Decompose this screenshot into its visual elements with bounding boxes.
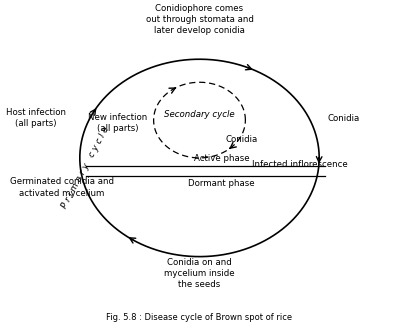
Text: Dormant phase: Dormant phase (188, 179, 255, 188)
Text: P r i m a r y   c y c l e: P r i m a r y c y c l e (60, 125, 111, 210)
Text: Secondary cycle: Secondary cycle (164, 110, 235, 119)
Text: Germinated conidia and
activated mycelium: Germinated conidia and activated myceliu… (10, 177, 114, 198)
Text: Conidiophore comes
out through stomata and
later develop conidia: Conidiophore comes out through stomata a… (146, 4, 253, 35)
Text: Conidia on and
mycelium inside
the seeds: Conidia on and mycelium inside the seeds (164, 258, 235, 290)
Text: Conidia: Conidia (328, 114, 360, 123)
Text: Active phase: Active phase (194, 154, 249, 163)
Text: Conidia: Conidia (225, 135, 258, 144)
Text: Host infection
(all parts): Host infection (all parts) (6, 108, 66, 129)
Text: Infected inflorescence: Infected inflorescence (252, 160, 348, 169)
Text: New infection
(all parts): New infection (all parts) (88, 113, 147, 134)
Text: Fig. 5.8 : Disease cycle of Brown spot of rice: Fig. 5.8 : Disease cycle of Brown spot o… (107, 314, 292, 322)
